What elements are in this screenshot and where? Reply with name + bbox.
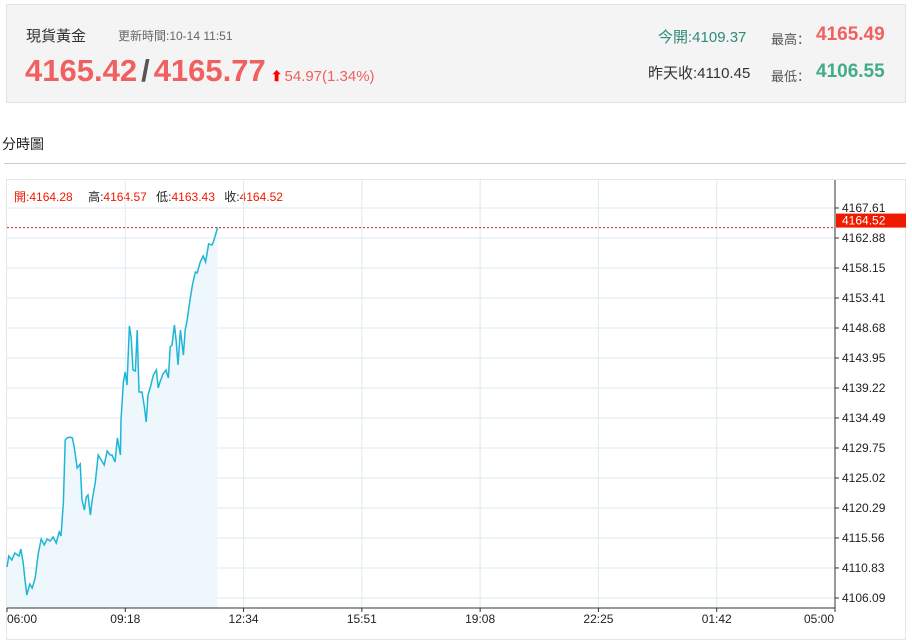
x-tick-label: 06:00 xyxy=(7,612,37,626)
x-tick-label: 05:00 xyxy=(804,612,834,626)
x-tick-label: 01:42 xyxy=(702,612,732,626)
arrow-up-icon: ⬆ xyxy=(270,68,283,84)
price-row: 4165.42 / 4165.77 ⬆ 54.97(1.34%) xyxy=(25,53,375,89)
x-tick-label: 22:25 xyxy=(583,612,613,626)
price-change: 54.97(1.34%) xyxy=(284,68,375,85)
ohlc-low-label: 低: xyxy=(156,190,172,204)
ohlc-open-label: 開: xyxy=(14,190,30,204)
update-time: 更新時間:10-14 11:51 xyxy=(118,29,233,43)
y-tick-label: 4162.88 xyxy=(842,231,886,245)
prev-close: 昨天收:4110.45 xyxy=(648,62,750,83)
y-tick-label: 4143.95 xyxy=(842,351,886,365)
price-separator: / xyxy=(141,53,150,88)
price-area xyxy=(7,227,218,608)
y-tick-label: 4153.41 xyxy=(842,291,886,305)
x-tick-label: 09:18 xyxy=(110,612,140,626)
ohlc-close-label: 收: xyxy=(224,190,240,204)
y-tick-label: 4110.83 xyxy=(842,561,885,575)
section-title: 分時圖 xyxy=(2,136,44,152)
ohlc-high-label: 高: xyxy=(88,190,104,204)
x-tick-label: 15:51 xyxy=(347,612,377,626)
x-tick-label: 12:34 xyxy=(229,612,259,626)
last-price-tag xyxy=(836,213,906,228)
price-line xyxy=(6,227,219,596)
ohlc-low: 4163.43 xyxy=(171,190,215,204)
low-value: 4106.55 xyxy=(816,61,885,82)
open-label: 今開:4109.37 xyxy=(658,26,746,47)
y-tick-label: 4125.02 xyxy=(842,471,886,485)
low-label: 最低： xyxy=(771,69,811,84)
ohlc-open: 4164.28 xyxy=(29,190,73,204)
chart-frame xyxy=(6,179,906,640)
bid-price: 4165.42 xyxy=(25,53,138,88)
high-label: 最高： xyxy=(771,32,811,47)
instrument-name: 現貨黃金 xyxy=(26,28,87,45)
ohlc-close: 4164.52 xyxy=(239,190,283,204)
x-tick-label: 19:08 xyxy=(465,612,495,626)
y-tick-label: 4139.22 xyxy=(842,381,886,395)
y-tick-label: 4134.49 xyxy=(842,411,886,425)
high-value: 4165.49 xyxy=(816,24,885,45)
prev-close-value: 4110.45 xyxy=(697,65,751,82)
prev-close-label: 昨天收: xyxy=(648,65,698,82)
last-price-label: 4164.52 xyxy=(842,214,886,228)
y-tick-label: 4167.61 xyxy=(842,201,886,215)
y-tick-label: 4148.68 xyxy=(842,321,886,335)
y-tick-label: 4115.56 xyxy=(842,531,885,545)
y-tick-label: 4106.09 xyxy=(842,591,886,605)
y-tick-label: 4120.29 xyxy=(842,501,886,515)
ask-price: 4165.77 xyxy=(153,53,266,88)
open-value: 4109.37 xyxy=(692,29,747,46)
y-tick-label: 4129.75 xyxy=(842,441,886,455)
divider xyxy=(4,163,906,164)
y-tick-label: 4158.15 xyxy=(842,261,886,275)
quote-header: 現貨黃金 更新時間:10-14 11:51 4165.42 / 4165.77 … xyxy=(6,4,906,103)
open-label-text: 今開: xyxy=(658,29,693,46)
